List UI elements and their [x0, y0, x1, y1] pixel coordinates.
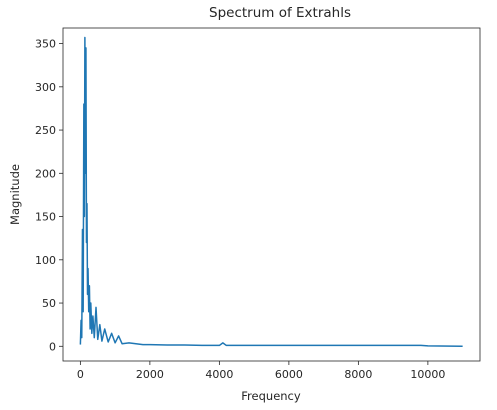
x-axis-label: Frequency — [241, 389, 301, 403]
x-tick-label: 4000 — [205, 368, 233, 381]
x-tick-label: 2000 — [136, 368, 164, 381]
y-tick-label: 200 — [35, 167, 56, 180]
x-tick-label: 6000 — [275, 368, 303, 381]
y-tick-label: 250 — [35, 124, 56, 137]
y-tick-label: 50 — [42, 297, 56, 310]
x-tick-label: 8000 — [344, 368, 372, 381]
chart-title: Spectrum of Extrahls — [209, 5, 351, 21]
y-tick-label: 0 — [49, 340, 56, 353]
y-axis-label: Magnitude — [8, 164, 22, 225]
series-layer — [79, 36, 463, 348]
y-tick-label: 350 — [35, 38, 56, 51]
plot-frame — [62, 27, 481, 362]
y-tick-label: 300 — [35, 81, 56, 94]
y-axis: 0 50 100 150 200 250 300 350 — [35, 38, 63, 353]
plot-area: 0 2000 4000 6000 8000 10000 0 50 100 150 200 250 30… — [35, 27, 481, 381]
x-axis: 0 2000 4000 6000 8000 10000 — [77, 361, 445, 381]
x-tick-label: 0 — [77, 368, 84, 381]
y-tick-label: 150 — [35, 211, 56, 224]
series-line-0 — [79, 36, 463, 348]
x-tick-label: 10000 — [410, 368, 445, 381]
y-tick-label: 100 — [35, 254, 56, 267]
